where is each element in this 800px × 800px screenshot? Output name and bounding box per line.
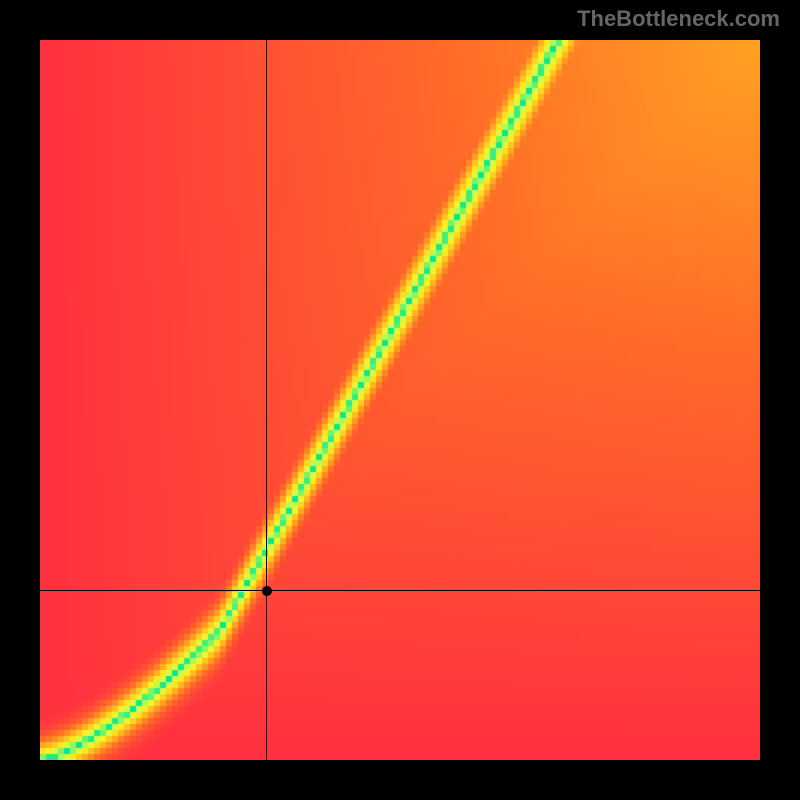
target-point (262, 586, 272, 596)
watermark-text: TheBottleneck.com (577, 6, 780, 32)
crosshair-vertical (266, 40, 267, 760)
heatmap-chart (40, 40, 760, 760)
crosshair-horizontal (40, 590, 760, 591)
heatmap-canvas (40, 40, 760, 760)
